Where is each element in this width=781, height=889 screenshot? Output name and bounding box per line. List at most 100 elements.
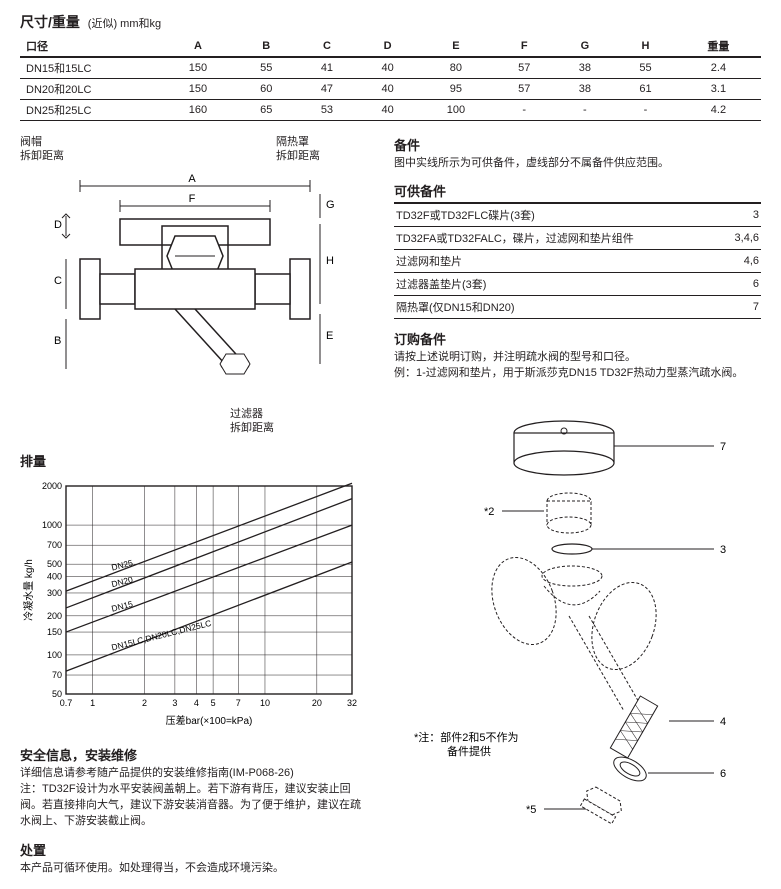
svg-text:100: 100 [47, 650, 62, 660]
dim-D: D [54, 219, 62, 231]
order-body: 请按上述说明订购，并注明疏水阀的型号和口径。 例：1-过滤网和垫片，用于斯派莎克… [394, 350, 761, 381]
title-sub: (近似) mm和kg [88, 18, 161, 30]
dim-E: E [326, 330, 333, 342]
order-title: 订购备件 [394, 329, 761, 348]
svg-text:700: 700 [47, 540, 62, 550]
table-cell: 41 [297, 57, 358, 79]
svg-text:70: 70 [52, 670, 62, 680]
table-cell: 40 [357, 79, 418, 100]
table-cell: 53 [297, 100, 358, 121]
table-cell: 38 [555, 79, 616, 100]
dim-A: A [188, 173, 196, 185]
callout-2: *2 [484, 506, 494, 518]
table-cell: 3 [711, 203, 761, 227]
dim-B: B [54, 335, 61, 347]
table-cell: 4,6 [711, 250, 761, 273]
capacity-title: 排量 [20, 451, 370, 470]
exploded-view: 7 *2 3 [394, 391, 761, 831]
col-header: B [236, 36, 297, 57]
svg-text:32: 32 [347, 698, 357, 708]
table-row: TD32FA或TD32FALC，碟片，过滤网和垫片组件3,4,6 [394, 227, 761, 250]
disposal-body: 本产品可循环使用。如处理得当，不会造成环境污染。 [20, 861, 370, 877]
callout-4: 4 [720, 716, 726, 728]
table-row: DN20和20LC150604740955738613.1 [20, 79, 761, 100]
svg-text:压差bar(×100=kPa): 压差bar(×100=kPa) [166, 714, 253, 727]
table-cell: 80 [418, 57, 494, 79]
svg-text:300: 300 [47, 588, 62, 598]
table-row: DN25和25LC160655340100---4.2 [20, 100, 761, 121]
svg-text:200: 200 [47, 611, 62, 621]
table-cell: 57 [494, 79, 555, 100]
svg-text:冷凝水量 kg/h: 冷凝水量 kg/h [22, 559, 35, 621]
dim-C: C [54, 275, 62, 287]
table-cell: - [555, 100, 616, 121]
table-cell: 95 [418, 79, 494, 100]
table-cell: TD32F或TD32FLC碟片(3套) [394, 203, 711, 227]
dimension-diagram: A F D G H E C B [20, 164, 350, 404]
callout-3: 3 [720, 544, 726, 556]
table-row: DN15和15LC150554140805738552.4 [20, 57, 761, 79]
safety-body: 详细信息请参考随产品提供的安装维修指南(IM-P068-26) 注：TD32F设… [20, 766, 370, 830]
svg-text:0.7: 0.7 [60, 698, 73, 708]
col-header: F [494, 36, 555, 57]
table-cell: - [615, 100, 676, 121]
svg-text:1: 1 [90, 698, 95, 708]
table-cell: 40 [357, 100, 418, 121]
table-row: 过滤器盖垫片(3套)6 [394, 273, 761, 296]
table-cell: DN25和25LC [20, 100, 160, 121]
svg-text:2: 2 [142, 698, 147, 708]
col-header: 口径 [20, 36, 160, 57]
dimensions-table: 口径 A B C D E F G H 重量 DN15和15LC150554140… [20, 36, 761, 121]
spares-title: 备件 [394, 135, 761, 154]
svg-text:3: 3 [172, 698, 177, 708]
callout-7: 7 [720, 441, 726, 453]
svg-text:7: 7 [236, 698, 241, 708]
svg-text:150: 150 [47, 627, 62, 637]
parts-table: TD32F或TD32FLC碟片(3套)3TD32FA或TD32FALC，碟片，过… [394, 202, 761, 319]
table-cell: 4.2 [676, 100, 761, 121]
page-title: 尺寸/重量 (近似) mm和kg [20, 12, 761, 32]
svg-text:50: 50 [52, 689, 62, 699]
table-cell: 61 [615, 79, 676, 100]
strainer-removal-label: 过滤器 拆卸距离 [230, 407, 370, 436]
svg-text:10: 10 [260, 698, 270, 708]
callout-5: *5 [526, 804, 536, 816]
table-cell: TD32FA或TD32FALC，碟片，过滤网和垫片组件 [394, 227, 711, 250]
table-cell: 150 [160, 79, 236, 100]
shield-removal-label: 隔热罩 拆卸距离 [276, 135, 320, 164]
table-cell: 55 [236, 57, 297, 79]
table-cell: 40 [357, 57, 418, 79]
col-header: 重量 [676, 36, 761, 57]
disposal-title: 处置 [20, 840, 370, 859]
col-header: D [357, 36, 418, 57]
cap-removal-label: 阀帽 拆卸距离 [20, 135, 64, 164]
table-cell: 57 [494, 57, 555, 79]
available-title: 可供备件 [394, 181, 761, 200]
svg-text:5: 5 [211, 698, 216, 708]
table-cell: 2.4 [676, 57, 761, 79]
spares-intro: 图中实线所示为可供备件，虚线部分不属备件供应范围。 [394, 156, 761, 171]
capacity-chart: 0.71234571020325070100150200300400500700… [20, 478, 360, 728]
callout-6: 6 [720, 768, 726, 780]
svg-text:2000: 2000 [42, 481, 62, 491]
table-cell: 3,4,6 [711, 227, 761, 250]
table-cell: 6 [711, 273, 761, 296]
table-cell: 过滤器盖垫片(3套) [394, 273, 711, 296]
table-cell: DN20和20LC [20, 79, 160, 100]
table-cell: 过滤网和垫片 [394, 250, 711, 273]
svg-text:DN15LC,DN20LC,DN25LC: DN15LC,DN20LC,DN25LC [110, 618, 212, 653]
svg-text:4: 4 [194, 698, 199, 708]
table-cell: 7 [711, 296, 761, 319]
title-main: 尺寸/重量 [20, 14, 80, 30]
dim-F: F [189, 193, 196, 205]
table-cell: 100 [418, 100, 494, 121]
col-header: A [160, 36, 236, 57]
spares-note-l2: 备件提供 [414, 744, 491, 758]
col-header: E [418, 36, 494, 57]
table-cell: - [494, 100, 555, 121]
col-header: C [297, 36, 358, 57]
table-cell: 160 [160, 100, 236, 121]
table-cell: 60 [236, 79, 297, 100]
svg-text:500: 500 [47, 559, 62, 569]
spares-note-l1: *注：部件2和5不作为 [414, 730, 519, 744]
